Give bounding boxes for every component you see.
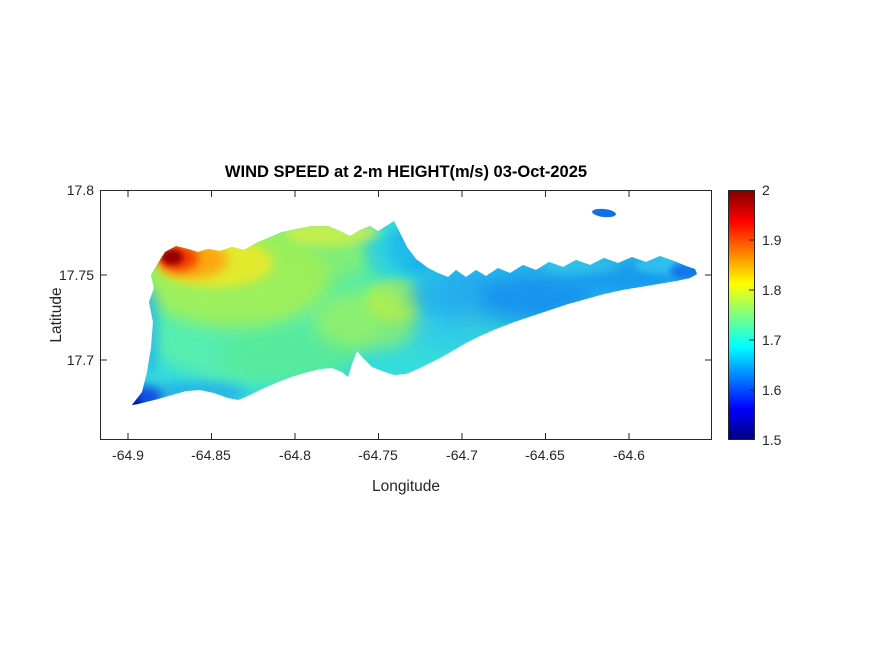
colorbar-tick-label: 1.7: [762, 332, 782, 348]
x-tick-label: -64.6: [613, 447, 645, 463]
x-tick-label: -64.65: [525, 447, 565, 463]
colorbar-tick-label: 1.5: [762, 432, 782, 448]
x-tick-label: -64.8: [279, 447, 311, 463]
y-tick-label: 17.8: [66, 182, 94, 198]
x-tick-label: -64.85: [191, 447, 231, 463]
chart-title: WIND SPEED at 2-m HEIGHT(m/s) 03-Oct-202…: [224, 163, 588, 181]
axes-frame: [100, 190, 712, 440]
wind-speed-color-field: [132, 221, 697, 405]
x-axis-label: Longitude: [371, 478, 441, 495]
y-axis-label: Latitude: [48, 287, 65, 343]
colorbar-ticks: [749, 239, 754, 391]
colorbar-tick-label: 1.8: [762, 282, 782, 298]
colorbar-tick-label: 1.9: [762, 232, 782, 248]
colorbar: [728, 190, 755, 440]
y-tick-label: 17.75: [58, 267, 94, 283]
islet-contour: [592, 208, 616, 218]
axis-ticks: [101, 190, 711, 439]
colorbar-tick-label: 1.6: [762, 382, 782, 398]
x-tick-label: -64.9: [112, 447, 144, 463]
x-tick-label: -64.75: [358, 447, 398, 463]
y-tick-label: 17.7: [66, 352, 94, 368]
colorbar-gradient: [728, 190, 755, 440]
x-tick-label: -64.7: [446, 447, 478, 463]
colorbar-tick-label: 2: [762, 182, 770, 198]
